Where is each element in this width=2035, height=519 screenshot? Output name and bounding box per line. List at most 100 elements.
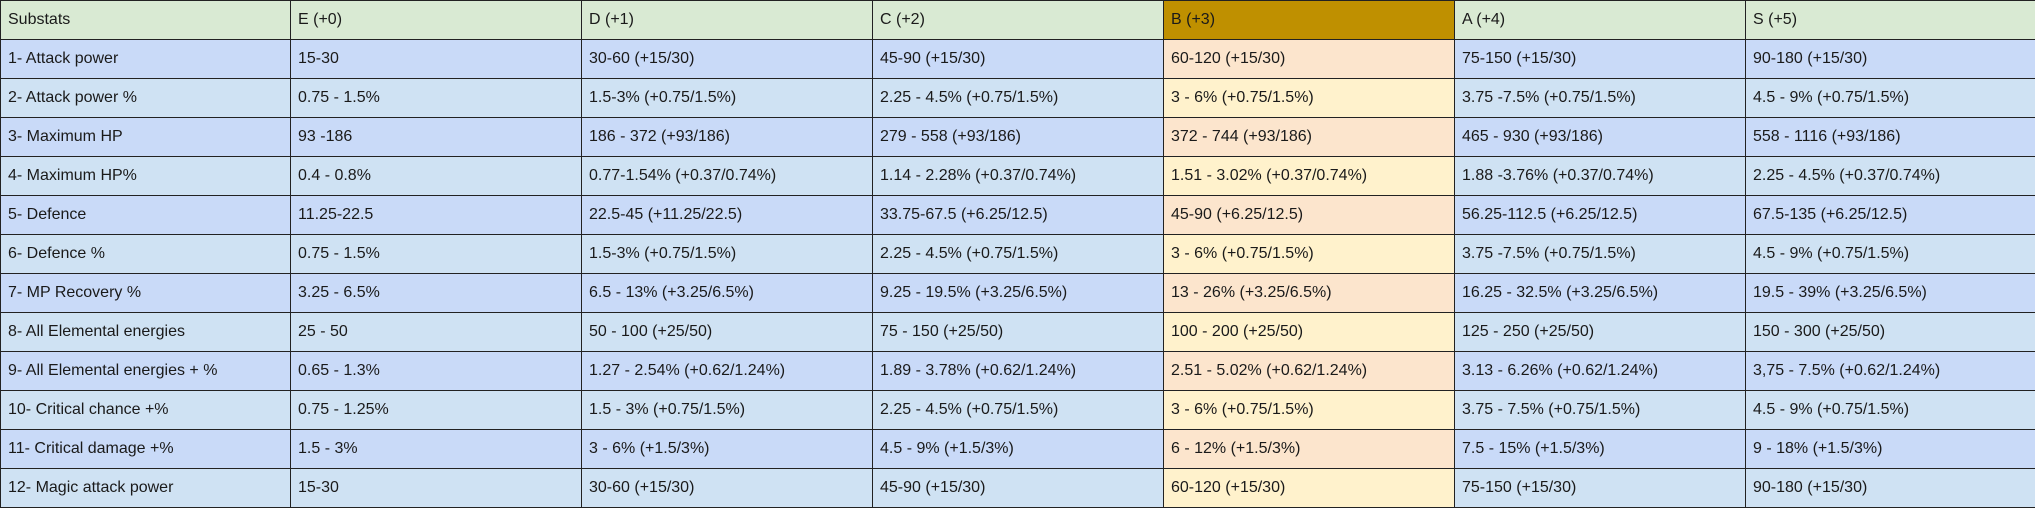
grade-e-cell[interactable]: 93 -186 bbox=[290, 117, 582, 157]
grade-d-cell[interactable]: 1.5-3% (+0.75/1.5%) bbox=[581, 78, 873, 118]
header-cell-grade-a[interactable]: A (+4) bbox=[1454, 0, 1746, 40]
header-cell-grade-s[interactable]: S (+5) bbox=[1745, 0, 2035, 40]
grade-s-cell[interactable]: 2.25 - 4.5% (+0.37/0.74%) bbox=[1745, 156, 2035, 196]
table-row: 4- Maximum HP% 0.4 - 0.8% 0.77-1.54% (+0… bbox=[0, 156, 2035, 196]
grade-e-cell[interactable]: 11.25-22.5 bbox=[290, 195, 582, 235]
grade-d-cell[interactable]: 6.5 - 13% (+3.25/6.5%) bbox=[581, 273, 873, 313]
grade-s-cell[interactable]: 19.5 - 39% (+3.25/6.5%) bbox=[1745, 273, 2035, 313]
grade-c-cell[interactable]: 75 - 150 (+25/50) bbox=[872, 312, 1164, 352]
grade-e-cell[interactable]: 0.4 - 0.8% bbox=[290, 156, 582, 196]
grade-d-cell[interactable]: 0.77-1.54% (+0.37/0.74%) bbox=[581, 156, 873, 196]
grade-a-cell[interactable]: 3.75 - 7.5% (+0.75/1.5%) bbox=[1454, 390, 1746, 430]
grade-c-cell[interactable]: 9.25 - 19.5% (+3.25/6.5%) bbox=[872, 273, 1164, 313]
grade-b-cell[interactable]: 13 - 26% (+3.25/6.5%) bbox=[1163, 273, 1455, 313]
grade-b-cell[interactable]: 45-90 (+6.25/12.5) bbox=[1163, 195, 1455, 235]
table-row: 8- All Elemental energies 25 - 50 50 - 1… bbox=[0, 312, 2035, 352]
table-row: 11- Critical damage +% 1.5 - 3% 3 - 6% (… bbox=[0, 429, 2035, 469]
grade-d-cell[interactable]: 1.5 - 3% (+0.75/1.5%) bbox=[581, 390, 873, 430]
grade-b-cell[interactable]: 100 - 200 (+25/50) bbox=[1163, 312, 1455, 352]
grade-a-cell[interactable]: 3.13 - 6.26% (+0.62/1.24%) bbox=[1454, 351, 1746, 391]
substat-name-cell[interactable]: 7- MP Recovery % bbox=[0, 273, 291, 313]
header-row: Substats E (+0) D (+1) C (+2) B (+3) A (… bbox=[0, 0, 2035, 40]
grade-c-cell[interactable]: 33.75-67.5 (+6.25/12.5) bbox=[872, 195, 1164, 235]
grade-d-cell[interactable]: 186 - 372 (+93/186) bbox=[581, 117, 873, 157]
grade-b-cell[interactable]: 6 - 12% (+1.5/3%) bbox=[1163, 429, 1455, 469]
grade-b-cell[interactable]: 372 - 744 (+93/186) bbox=[1163, 117, 1455, 157]
substat-name-cell[interactable]: 2- Attack power % bbox=[0, 78, 291, 118]
grade-c-cell[interactable]: 2.25 - 4.5% (+0.75/1.5%) bbox=[872, 78, 1164, 118]
grade-b-cell[interactable]: 3 - 6% (+0.75/1.5%) bbox=[1163, 78, 1455, 118]
grade-a-cell[interactable]: 7.5 - 15% (+1.5/3%) bbox=[1454, 429, 1746, 469]
grade-a-cell[interactable]: 125 - 250 (+25/50) bbox=[1454, 312, 1746, 352]
substat-name-cell[interactable]: 4- Maximum HP% bbox=[0, 156, 291, 196]
grade-d-cell[interactable]: 1.5-3% (+0.75/1.5%) bbox=[581, 234, 873, 274]
grade-a-cell[interactable]: 3.75 -7.5% (+0.75/1.5%) bbox=[1454, 78, 1746, 118]
grade-a-cell[interactable]: 75-150 (+15/30) bbox=[1454, 468, 1746, 508]
substat-name-cell[interactable]: 10- Critical chance +% bbox=[0, 390, 291, 430]
grade-c-cell[interactable]: 279 - 558 (+93/186) bbox=[872, 117, 1164, 157]
grade-s-cell[interactable]: 4.5 - 9% (+0.75/1.5%) bbox=[1745, 78, 2035, 118]
grade-d-cell[interactable]: 30-60 (+15/30) bbox=[581, 39, 873, 79]
table-row: 9- All Elemental energies + % 0.65 - 1.3… bbox=[0, 351, 2035, 391]
grade-b-cell[interactable]: 3 - 6% (+0.75/1.5%) bbox=[1163, 390, 1455, 430]
grade-e-cell[interactable]: 0.65 - 1.3% bbox=[290, 351, 582, 391]
table-row: 10- Critical chance +% 0.75 - 1.25% 1.5 … bbox=[0, 390, 2035, 430]
grade-s-cell[interactable]: 150 - 300 (+25/50) bbox=[1745, 312, 2035, 352]
table-row: 1- Attack power 15-30 30-60 (+15/30) 45-… bbox=[0, 39, 2035, 79]
grade-a-cell[interactable]: 16.25 - 32.5% (+3.25/6.5%) bbox=[1454, 273, 1746, 313]
substat-name-cell[interactable]: 9- All Elemental energies + % bbox=[0, 351, 291, 391]
grade-e-cell[interactable]: 0.75 - 1.5% bbox=[290, 78, 582, 118]
grade-s-cell[interactable]: 3,75 - 7.5% (+0.62/1.24%) bbox=[1745, 351, 2035, 391]
grade-e-cell[interactable]: 3.25 - 6.5% bbox=[290, 273, 582, 313]
grade-d-cell[interactable]: 30-60 (+15/30) bbox=[581, 468, 873, 508]
grade-a-cell[interactable]: 75-150 (+15/30) bbox=[1454, 39, 1746, 79]
grade-b-cell[interactable]: 1.51 - 3.02% (+0.37/0.74%) bbox=[1163, 156, 1455, 196]
grade-s-cell[interactable]: 90-180 (+15/30) bbox=[1745, 468, 2035, 508]
header-cell-grade-e[interactable]: E (+0) bbox=[290, 0, 582, 40]
grade-d-cell[interactable]: 3 - 6% (+1.5/3%) bbox=[581, 429, 873, 469]
grade-a-cell[interactable]: 1.88 -3.76% (+0.37/0.74%) bbox=[1454, 156, 1746, 196]
table-body: 1- Attack power 15-30 30-60 (+15/30) 45-… bbox=[0, 39, 2035, 508]
grade-s-cell[interactable]: 558 - 1116 (+93/186) bbox=[1745, 117, 2035, 157]
substat-name-cell[interactable]: 3- Maximum HP bbox=[0, 117, 291, 157]
grade-e-cell[interactable]: 25 - 50 bbox=[290, 312, 582, 352]
table-row: 5- Defence 11.25-22.5 22.5-45 (+11.25/22… bbox=[0, 195, 2035, 235]
grade-c-cell[interactable]: 45-90 (+15/30) bbox=[872, 39, 1164, 79]
grade-e-cell[interactable]: 15-30 bbox=[290, 39, 582, 79]
grade-a-cell[interactable]: 56.25-112.5 (+6.25/12.5) bbox=[1454, 195, 1746, 235]
grade-b-cell[interactable]: 2.51 - 5.02% (+0.62/1.24%) bbox=[1163, 351, 1455, 391]
grade-s-cell[interactable]: 4.5 - 9% (+0.75/1.5%) bbox=[1745, 234, 2035, 274]
grade-e-cell[interactable]: 1.5 - 3% bbox=[290, 429, 582, 469]
substat-name-cell[interactable]: 1- Attack power bbox=[0, 39, 291, 79]
header-cell-grade-b[interactable]: B (+3) bbox=[1163, 0, 1455, 40]
substat-name-cell[interactable]: 6- Defence % bbox=[0, 234, 291, 274]
grade-s-cell[interactable]: 9 - 18% (+1.5/3%) bbox=[1745, 429, 2035, 469]
grade-c-cell[interactable]: 2.25 - 4.5% (+0.75/1.5%) bbox=[872, 234, 1164, 274]
grade-s-cell[interactable]: 67.5-135 (+6.25/12.5) bbox=[1745, 195, 2035, 235]
grade-c-cell[interactable]: 4.5 - 9% (+1.5/3%) bbox=[872, 429, 1164, 469]
header-cell-grade-c[interactable]: C (+2) bbox=[872, 0, 1164, 40]
substat-name-cell[interactable]: 11- Critical damage +% bbox=[0, 429, 291, 469]
grade-c-cell[interactable]: 45-90 (+15/30) bbox=[872, 468, 1164, 508]
grade-a-cell[interactable]: 465 - 930 (+93/186) bbox=[1454, 117, 1746, 157]
grade-s-cell[interactable]: 4.5 - 9% (+0.75/1.5%) bbox=[1745, 390, 2035, 430]
grade-d-cell[interactable]: 50 - 100 (+25/50) bbox=[581, 312, 873, 352]
substat-name-cell[interactable]: 12- Magic attack power bbox=[0, 468, 291, 508]
grade-e-cell[interactable]: 0.75 - 1.25% bbox=[290, 390, 582, 430]
grade-a-cell[interactable]: 3.75 -7.5% (+0.75/1.5%) bbox=[1454, 234, 1746, 274]
grade-c-cell[interactable]: 2.25 - 4.5% (+0.75/1.5%) bbox=[872, 390, 1164, 430]
grade-s-cell[interactable]: 90-180 (+15/30) bbox=[1745, 39, 2035, 79]
substat-name-cell[interactable]: 5- Defence bbox=[0, 195, 291, 235]
header-cell-substats[interactable]: Substats bbox=[0, 0, 291, 40]
grade-b-cell[interactable]: 3 - 6% (+0.75/1.5%) bbox=[1163, 234, 1455, 274]
grade-e-cell[interactable]: 15-30 bbox=[290, 468, 582, 508]
grade-c-cell[interactable]: 1.14 - 2.28% (+0.37/0.74%) bbox=[872, 156, 1164, 196]
grade-d-cell[interactable]: 22.5-45 (+11.25/22.5) bbox=[581, 195, 873, 235]
grade-c-cell[interactable]: 1.89 - 3.78% (+0.62/1.24%) bbox=[872, 351, 1164, 391]
substat-name-cell[interactable]: 8- All Elemental energies bbox=[0, 312, 291, 352]
header-cell-grade-d[interactable]: D (+1) bbox=[581, 0, 873, 40]
grade-e-cell[interactable]: 0.75 - 1.5% bbox=[290, 234, 582, 274]
grade-b-cell[interactable]: 60-120 (+15/30) bbox=[1163, 468, 1455, 508]
grade-d-cell[interactable]: 1.27 - 2.54% (+0.62/1.24%) bbox=[581, 351, 873, 391]
grade-b-cell[interactable]: 60-120 (+15/30) bbox=[1163, 39, 1455, 79]
